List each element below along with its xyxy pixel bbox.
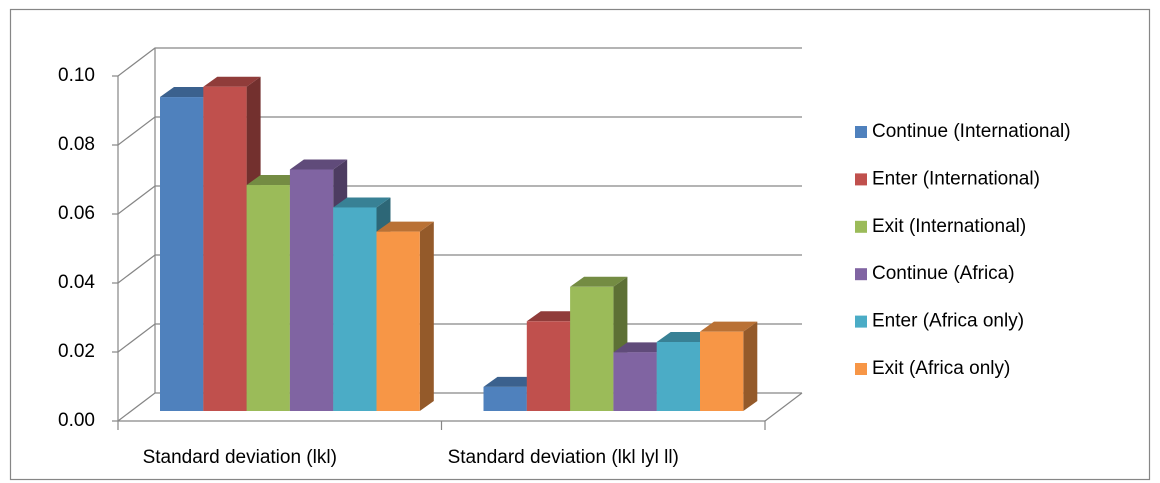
bar-front — [289, 169, 334, 411]
grid-line — [117, 47, 802, 77]
bar-top — [160, 87, 218, 98]
grid-line — [117, 254, 802, 284]
bar-front — [376, 231, 420, 411]
bar — [376, 221, 434, 411]
bar-front — [700, 331, 744, 411]
y-tick-label: 0.08 — [58, 134, 95, 155]
legend-label: Continue (International) — [872, 121, 1071, 142]
legend-swatch — [855, 220, 867, 233]
bar-front — [203, 86, 247, 411]
bar-front — [333, 207, 377, 411]
bar — [700, 321, 758, 411]
bar-top — [376, 221, 434, 232]
x-tick-label: Standard deviation (lkl lyl ll) — [448, 447, 679, 468]
bar-front — [246, 185, 290, 411]
bar-top — [246, 175, 304, 186]
bar-front — [570, 286, 614, 411]
legend-swatch — [855, 173, 867, 186]
bar-front — [160, 97, 204, 412]
grid-line — [117, 185, 802, 215]
bar-top — [570, 276, 628, 287]
grid-line — [117, 116, 802, 146]
bar — [570, 276, 628, 411]
legend-swatch — [855, 126, 867, 138]
y-tick-label: 0.00 — [58, 410, 95, 431]
bar-top — [700, 321, 758, 332]
bar-front — [526, 321, 571, 411]
floor-right-edge — [764, 392, 803, 422]
legend-label: Exit (Africa only) — [872, 358, 1010, 379]
bar-top — [613, 342, 671, 353]
legend-label: Exit (International) — [872, 216, 1026, 237]
y-tick-label: 0.04 — [58, 272, 95, 293]
y-tick-label: 0.10 — [58, 65, 95, 86]
bar-top — [289, 159, 348, 170]
y-tick-label: 0.02 — [58, 341, 95, 362]
bar-front — [656, 342, 700, 411]
bar-front — [483, 386, 527, 411]
legend-swatch — [855, 315, 867, 328]
bar-front — [613, 352, 657, 411]
legend-label: Enter (Africa only) — [872, 311, 1024, 332]
bar-top — [526, 311, 585, 322]
bar-top — [203, 76, 261, 87]
legend-label: Continue (Africa) — [872, 263, 1015, 284]
bar-top — [483, 376, 541, 387]
x-tick-label: Standard deviation (lkl) — [143, 447, 337, 468]
legend-swatch — [855, 363, 867, 375]
bar-top — [333, 197, 391, 208]
bar-side — [419, 221, 434, 411]
bar-side — [743, 321, 758, 411]
bar-top — [656, 332, 714, 342]
y-tick-label: 0.06 — [58, 203, 95, 224]
legend-swatch — [855, 268, 867, 281]
legend-label: Enter (International) — [872, 168, 1040, 189]
